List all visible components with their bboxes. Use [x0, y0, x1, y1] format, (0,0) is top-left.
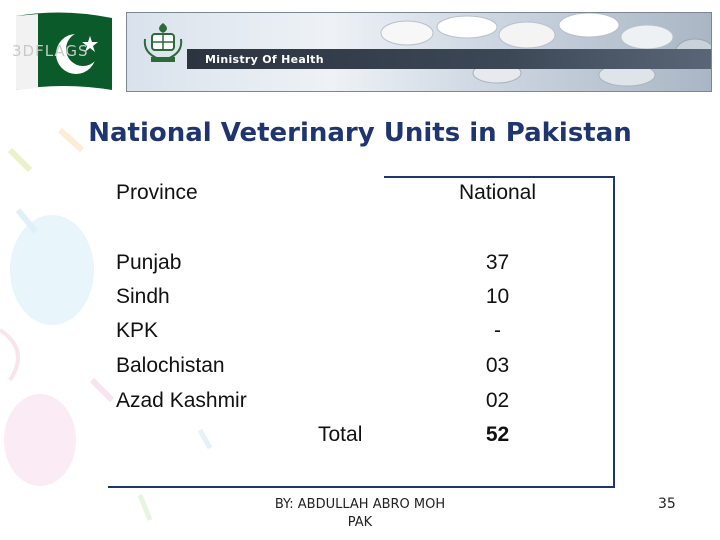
row-national: 03 — [485, 354, 510, 377]
table-frame — [108, 176, 615, 488]
state-emblem-icon — [143, 23, 183, 62]
ministry-label: Ministry Of Health — [205, 53, 324, 66]
header-rule — [384, 176, 613, 178]
header-national: National — [458, 181, 537, 204]
pakistan-flag-icon — [16, 12, 112, 91]
total-label: Total — [318, 423, 363, 446]
page-number: 35 — [658, 496, 676, 512]
row-province: Azad Kashmir — [116, 389, 247, 412]
banner-bar — [187, 49, 711, 69]
footer-author-line1: BY: ABDULLAH ABRO MOH — [274, 497, 446, 512]
slide-title: National Veterinary Units in Pakistan — [88, 118, 632, 148]
header-province: Province — [116, 181, 198, 204]
flag-watermark: 3DFLAGS — [12, 42, 89, 60]
row-national: 02 — [485, 389, 510, 412]
row-national: - — [494, 319, 501, 342]
row-province: Punjab — [116, 251, 182, 274]
row-province: KPK — [116, 319, 159, 342]
row-province: Sindh — [116, 285, 170, 308]
footer-author: BY: ABDULLAH ABRO MOH PAK — [240, 496, 480, 532]
footer-author-line2: PAK — [347, 515, 373, 530]
row-province: Balochistan — [116, 354, 225, 377]
row-national: 10 — [485, 285, 510, 308]
ministry-banner: Ministry Of Health — [126, 12, 712, 92]
row-national: 37 — [485, 251, 510, 274]
total-value: 52 — [485, 423, 510, 446]
